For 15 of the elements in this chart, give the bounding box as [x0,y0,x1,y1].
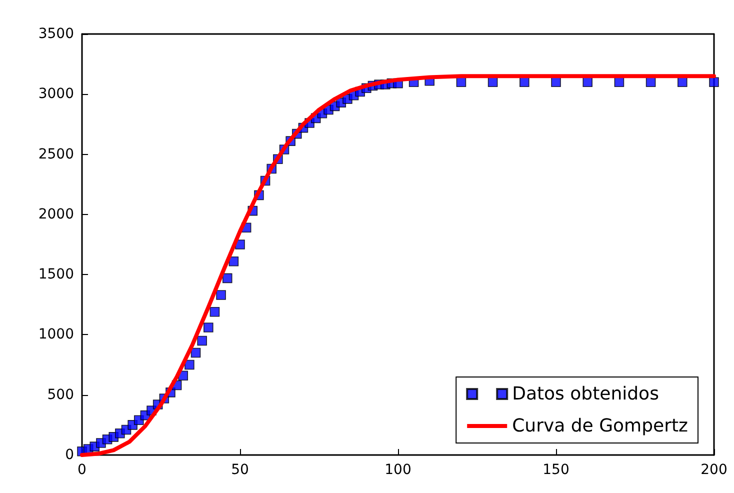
y-tick-label: 500 [47,386,74,403]
y-tick-label: 3500 [38,26,74,42]
x-tick-label: 200 [700,462,728,478]
x-tick-label: 150 [542,462,570,478]
y-tick-label: 3000 [38,86,74,102]
y-tick-label: 1500 [38,266,74,283]
y-tick-label: 2000 [38,206,74,222]
y-tick-label: 0 [65,447,74,463]
x-tick-label: 0 [78,462,86,478]
legend-label: Datos obtenidos [512,384,659,404]
y-tick-label: 2500 [38,146,74,162]
x-tick-label: 100 [384,462,412,478]
legend-label: Curva de Gompertz [512,416,688,436]
x-tick-label: 50 [231,462,249,478]
y-tick-label: 1000 [38,326,74,343]
